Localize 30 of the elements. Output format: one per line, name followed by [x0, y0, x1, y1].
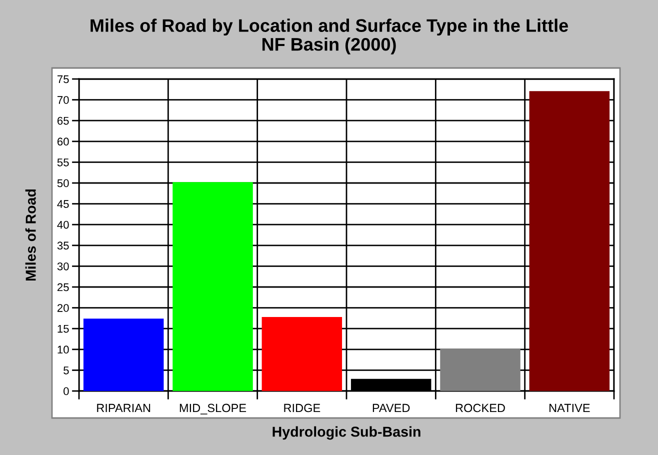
- y-tick-label: 65: [57, 116, 69, 125]
- chart-title: Miles of Road by Location and Surface Type in the Little NF Basin (2000): [90, 18, 568, 54]
- y-tick-label: 25: [57, 283, 69, 292]
- bar: [529, 91, 610, 391]
- y-tick-label: 55: [57, 158, 69, 166]
- y-tick-label: 5: [64, 366, 69, 374]
- y-tick-label: 60: [57, 138, 69, 146]
- y-tick-label: 50: [57, 179, 69, 188]
- x-tick-label: ROCKED: [456, 404, 505, 412]
- y-axis-title: Miles of Road: [25, 189, 36, 281]
- x-tick-label: PAVED: [372, 404, 410, 412]
- x-tick-label: RIDGE: [284, 404, 320, 412]
- y-tick-label: 35: [57, 242, 69, 250]
- bar: [172, 182, 253, 391]
- x-axis-title: Hydrologic Sub-Basin: [272, 426, 420, 440]
- x-tick-label: RIPARIAN: [97, 404, 150, 412]
- y-tick-label: 20: [57, 304, 69, 312]
- y-tick-label: 30: [57, 262, 69, 270]
- y-tick-label: 70: [57, 96, 69, 104]
- x-tick-label: MID_SLOPE: [180, 404, 246, 414]
- y-tick-label: 10: [58, 346, 69, 354]
- y-tick-label: 40: [57, 220, 69, 229]
- bar: [440, 348, 520, 391]
- y-tick-label: 45: [57, 200, 69, 208]
- bar: [83, 318, 164, 391]
- y-tick-label: 0: [64, 387, 69, 396]
- y-tick-label: 15: [58, 324, 69, 333]
- x-tick-label: NATIVE: [550, 404, 590, 412]
- bar: [262, 316, 342, 391]
- y-tick-label: 75: [57, 75, 69, 84]
